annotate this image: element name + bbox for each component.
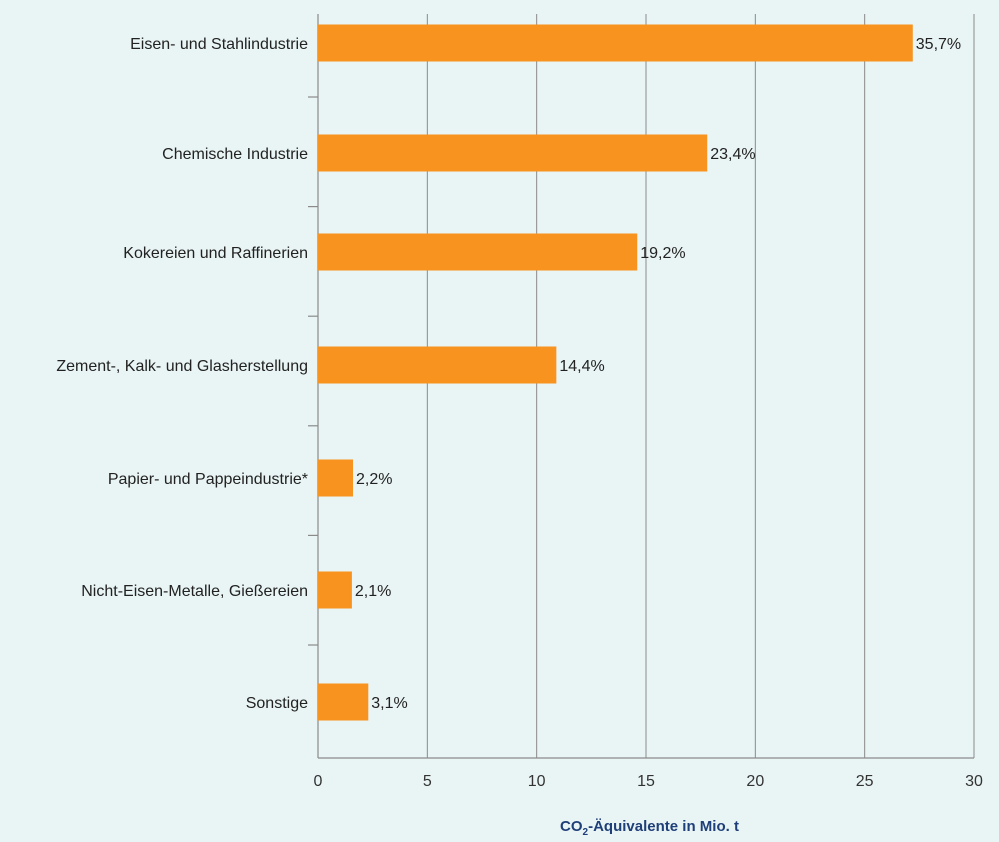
x-tick-label: 25 xyxy=(856,773,874,790)
bar xyxy=(318,134,708,172)
category-label: Chemische Industrie xyxy=(162,146,308,163)
data-label: 3,1% xyxy=(371,695,407,712)
data-label: 2,2% xyxy=(356,471,392,488)
bar xyxy=(318,24,913,62)
x-tick-label: 0 xyxy=(314,773,323,790)
bar xyxy=(318,683,369,721)
x-tick-label: 5 xyxy=(423,773,432,790)
data-label: 2,1% xyxy=(355,583,391,600)
bar xyxy=(318,233,638,271)
x-tick-label: 20 xyxy=(746,773,764,790)
x-tick-label: 15 xyxy=(637,773,655,790)
data-label: 14,4% xyxy=(559,358,604,375)
data-label: 35,7% xyxy=(916,36,961,53)
data-label: 23,4% xyxy=(710,146,755,163)
category-label: Kokereien und Raffinerien xyxy=(123,245,308,262)
category-label: Papier- und Pappeindustrie* xyxy=(108,471,308,488)
bar xyxy=(318,346,557,384)
category-label: Zement-, Kalk- und Glasherstellung xyxy=(56,358,308,375)
data-label: 19,2% xyxy=(640,245,685,262)
x-axis-title: CO2-Äquivalente in Mio. t xyxy=(560,818,739,838)
category-label: Nicht-Eisen-Metalle, Gießereien xyxy=(81,583,308,600)
category-label: Sonstige xyxy=(246,695,308,712)
bar xyxy=(318,459,353,497)
x-tick-label: 30 xyxy=(965,773,983,790)
x-tick-label: 10 xyxy=(528,773,546,790)
category-label: Eisen- und Stahlindustrie xyxy=(130,36,308,53)
bar xyxy=(318,571,352,609)
